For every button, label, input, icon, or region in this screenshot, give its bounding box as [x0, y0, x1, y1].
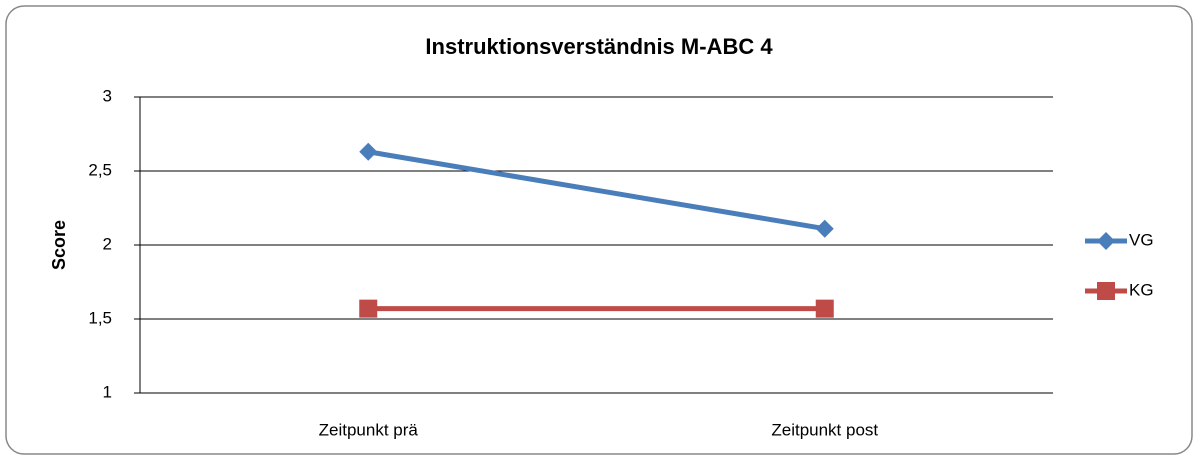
y-tick-label: 3 [103, 86, 112, 105]
legend-marker [1097, 282, 1115, 300]
y-axis-label: Score [49, 220, 69, 270]
chart-border [5, 5, 1193, 455]
y-tick-label: 2,5 [88, 160, 112, 179]
data-point [359, 142, 378, 161]
x-tick-label: Zeitpunkt prä [319, 420, 419, 439]
x-tick-label: Zeitpunkt post [771, 420, 878, 439]
data-point [815, 219, 834, 238]
y-tick-label: 1,5 [88, 308, 112, 327]
legend-label: VG [1129, 230, 1154, 249]
legend-label: KG [1129, 280, 1154, 299]
y-tick-label: 1 [103, 382, 112, 401]
series-line [367, 149, 826, 232]
data-point [359, 299, 378, 318]
chart-title: Instruktionsverständnis M-ABC 4 [425, 34, 773, 59]
legend-marker [1097, 232, 1115, 250]
y-tick-label: 2 [103, 234, 112, 253]
data-point [815, 299, 834, 318]
